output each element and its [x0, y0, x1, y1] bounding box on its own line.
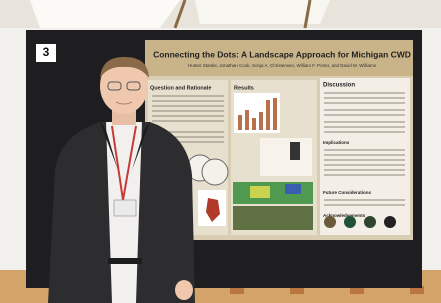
poster-heatmap-patch — [250, 186, 270, 198]
section-heading: Implications — [323, 140, 350, 145]
section-heading: Results — [234, 85, 254, 91]
poster-heatmap-patch — [285, 184, 301, 194]
section-heading: Question and Rationale — [150, 85, 211, 91]
poster-column — [320, 78, 410, 235]
ceiling-light — [30, 0, 180, 28]
photo: 3 Connecting the Dots: A Landscape Appro… — [0, 0, 441, 303]
section-heading: Discussion — [323, 83, 355, 89]
poster-satellite — [233, 206, 313, 230]
number-label: 3 — [43, 45, 50, 59]
poster-figure — [260, 138, 312, 176]
poster-authors: Hunter Stanke, Jonathan Cook, Sonja A. C… — [188, 63, 377, 68]
poster-title: Connecting the Dots: A Landscape Approac… — [153, 49, 411, 59]
section-heading: Future Considerations — [323, 190, 372, 195]
poster-figure-box — [290, 142, 300, 160]
poster-figure — [202, 159, 228, 185]
